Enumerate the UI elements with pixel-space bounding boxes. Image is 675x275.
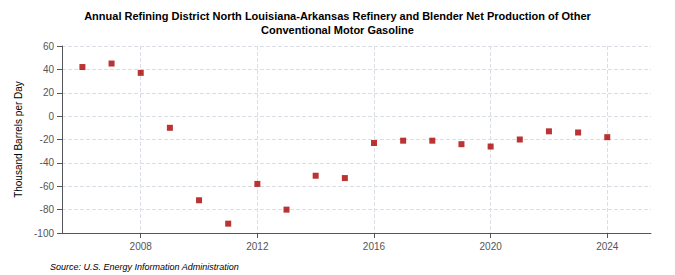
svg-text:Annual Refining District North: Annual Refining District North Louisiana… — [84, 10, 591, 22]
svg-text:-20: -20 — [40, 134, 55, 145]
svg-text:2016: 2016 — [363, 241, 386, 252]
svg-text:2012: 2012 — [246, 241, 269, 252]
svg-text:-100: -100 — [34, 228, 54, 239]
svg-text:Conventional Motor Gasoline: Conventional Motor Gasoline — [261, 24, 414, 36]
svg-text:60: 60 — [43, 41, 55, 52]
svg-text:-40: -40 — [40, 157, 55, 168]
svg-text:-60: -60 — [40, 181, 55, 192]
svg-text:-80: -80 — [40, 204, 55, 215]
svg-text:2024: 2024 — [596, 241, 619, 252]
svg-text:Source: U.S. Energy Informatio: Source: U.S. Energy Information Administ… — [50, 262, 239, 272]
svg-text:2008: 2008 — [130, 241, 153, 252]
svg-text:2020: 2020 — [480, 241, 503, 252]
svg-text:0: 0 — [48, 111, 54, 122]
svg-text:40: 40 — [43, 64, 55, 75]
svg-text:Thousand Barrels per Day: Thousand Barrels per Day — [13, 81, 24, 198]
svg-text:20: 20 — [43, 87, 55, 98]
